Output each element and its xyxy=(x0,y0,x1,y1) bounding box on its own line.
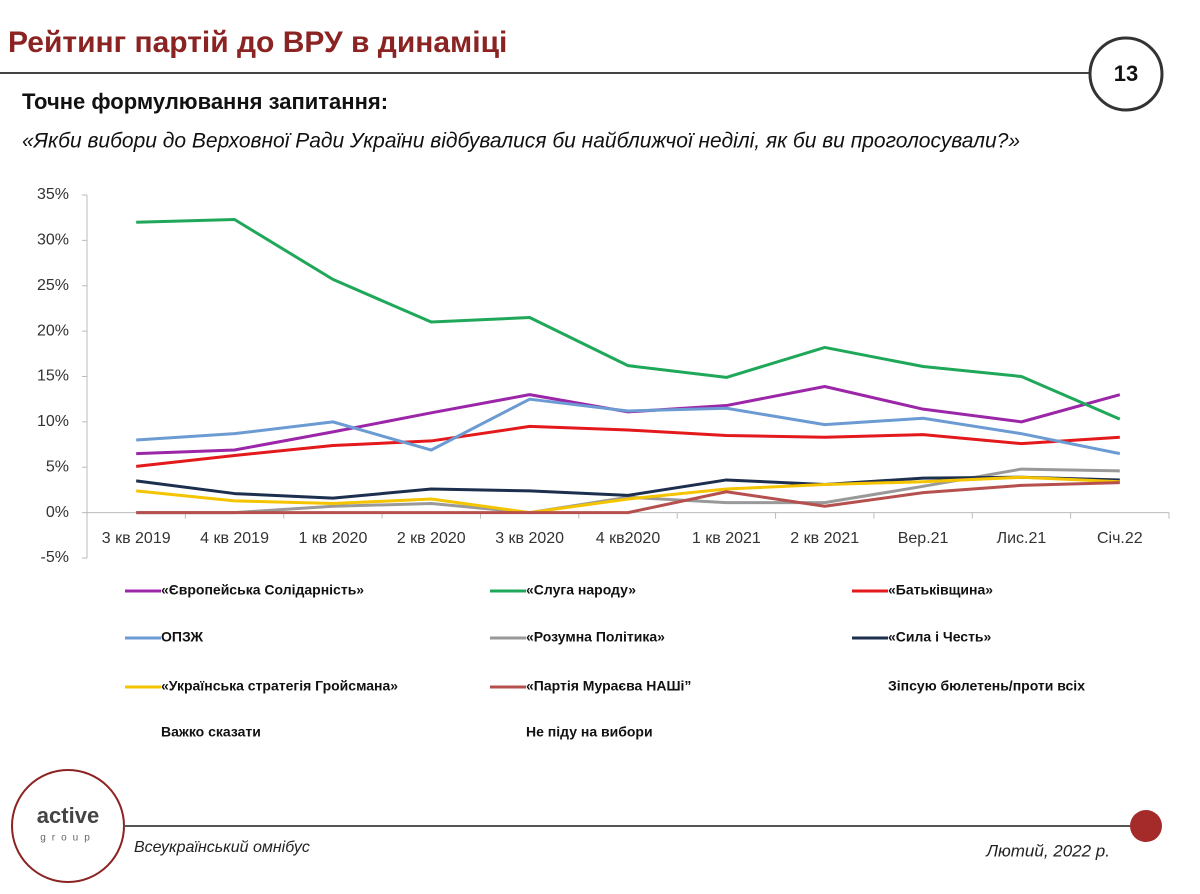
x-tick-label: 2 кв 2021 xyxy=(790,530,859,547)
legend-label: «Сила і Честь» xyxy=(888,629,992,645)
x-tick-label: 1 кв 2021 xyxy=(692,530,761,547)
x-tick-label: 1 кв 2020 xyxy=(298,530,367,547)
page-number: 13 xyxy=(1114,61,1138,86)
question: «Якби вибори до Верховної Ради України в… xyxy=(22,130,1020,153)
x-tick-label: 2 кв 2020 xyxy=(397,530,466,547)
legend-label: «Європейська Солідарність» xyxy=(161,582,364,598)
legend-label: Зіпсую бюлетень/проти всіх xyxy=(888,678,1085,694)
x-tick-label: 4 кв2020 xyxy=(596,530,661,547)
legend: «Європейська Солідарність» «Слуга народу»… xyxy=(125,582,1085,740)
y-tick-label: 30% xyxy=(37,232,69,249)
y-tick-label: 5% xyxy=(46,458,69,475)
legend-label: «Слуга народу» xyxy=(526,582,636,598)
y-tick-label: 25% xyxy=(37,277,69,294)
x-tick-label: Вер.21 xyxy=(898,530,949,547)
x-tick-label: 3 кв 2019 xyxy=(102,530,171,547)
legend-label: «Розумна Політика» xyxy=(526,629,665,645)
series-line xyxy=(136,384,1121,456)
y-tick-label: 15% xyxy=(37,368,69,385)
legend-label: «Партія Мураєва НАШі” xyxy=(526,678,691,694)
legend-label: ОПЗЖ xyxy=(161,629,203,645)
page-badge xyxy=(1088,36,1164,112)
plot: -5% 0% 5% 10% 15% 20% 25% 30% 35% 3 кв 2019 4 кв 2… xyxy=(37,186,1170,566)
footer-source: Всеукраїнський омнібус xyxy=(134,839,310,856)
x-tick-label: Лис.21 xyxy=(997,530,1047,547)
y-tick-label: 0% xyxy=(46,504,69,521)
x-tick-label: 3 кв 2020 xyxy=(495,530,564,547)
y-tick-label: 10% xyxy=(37,413,69,430)
series-line xyxy=(136,424,1120,468)
slide-title: Рейтинг партій до ВРУ в динаміці xyxy=(8,26,507,59)
x-tick-label: Січ.22 xyxy=(1097,530,1143,547)
legend-label: Важко сказати xyxy=(161,724,261,740)
footer-date: Лютий, 2022 р. xyxy=(985,841,1110,860)
series-line xyxy=(136,481,1120,515)
logo-sub: group xyxy=(40,833,96,844)
y-tick-label: -5% xyxy=(41,549,69,566)
x-tick-label: 4 кв 2019 xyxy=(200,530,269,547)
subtitle: Точне формулювання запитання: xyxy=(22,89,388,114)
legend-label: Не піду на вибори xyxy=(526,724,653,740)
legend-label: «Батьківщина» xyxy=(888,582,993,598)
y-tick-label: 20% xyxy=(37,322,69,339)
series-line xyxy=(136,218,1121,421)
logo-main: active xyxy=(37,803,99,828)
footer-dot xyxy=(1130,810,1162,842)
series-line xyxy=(135,475,1120,500)
y-tick-label: 35% xyxy=(37,186,69,203)
series-line xyxy=(136,475,1120,515)
series-line xyxy=(136,467,1120,515)
legend-label: «Українська стратегія Гройсмана» xyxy=(161,678,398,694)
series-line xyxy=(136,397,1121,456)
